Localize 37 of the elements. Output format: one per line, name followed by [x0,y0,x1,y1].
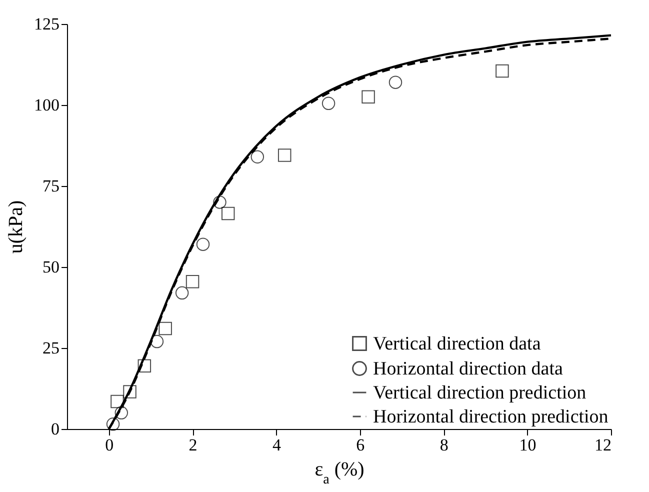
legend-label: Horizontal direction data [373,358,564,380]
point [175,286,189,300]
point [114,406,128,420]
x-tick-label: 6 [356,436,365,454]
point [123,385,136,398]
point [362,90,375,104]
y-tick-label: 75 [42,176,60,196]
point [196,238,210,251]
x-tick-label: 8 [440,436,448,454]
legend-label: Vertical direction data [373,334,542,354]
x-tick-label: 0 [105,436,114,454]
y-tick-label: 25 [42,338,60,358]
legend-label: Horizontal direction prediction [373,406,609,428]
x-axis-title: ε$_{a}$ (%) [314,458,364,487]
y-tick-label: 0 [51,420,60,438]
point [278,148,292,162]
x-tick-label: 10 [519,436,536,454]
point [496,64,509,78]
legend-label: Vertical direction prediction [373,382,587,404]
point [138,359,152,372]
y-tick-label: 100 [34,96,60,114]
point [186,274,200,288]
x-tick-label: 2 [188,436,198,454]
y-tick-label: 50 [42,258,60,276]
point [158,322,172,336]
y-axis-title: u(kPa) [5,200,27,254]
y-tick-label: 125 [34,14,60,34]
point [388,76,402,89]
point [221,206,235,220]
point [250,150,264,164]
point [150,334,164,348]
point [322,96,336,110]
x-tick-label: 12 [594,436,612,454]
x-tick-label: 4 [272,436,282,454]
point [110,394,124,408]
point [106,418,120,431]
point [213,196,226,209]
